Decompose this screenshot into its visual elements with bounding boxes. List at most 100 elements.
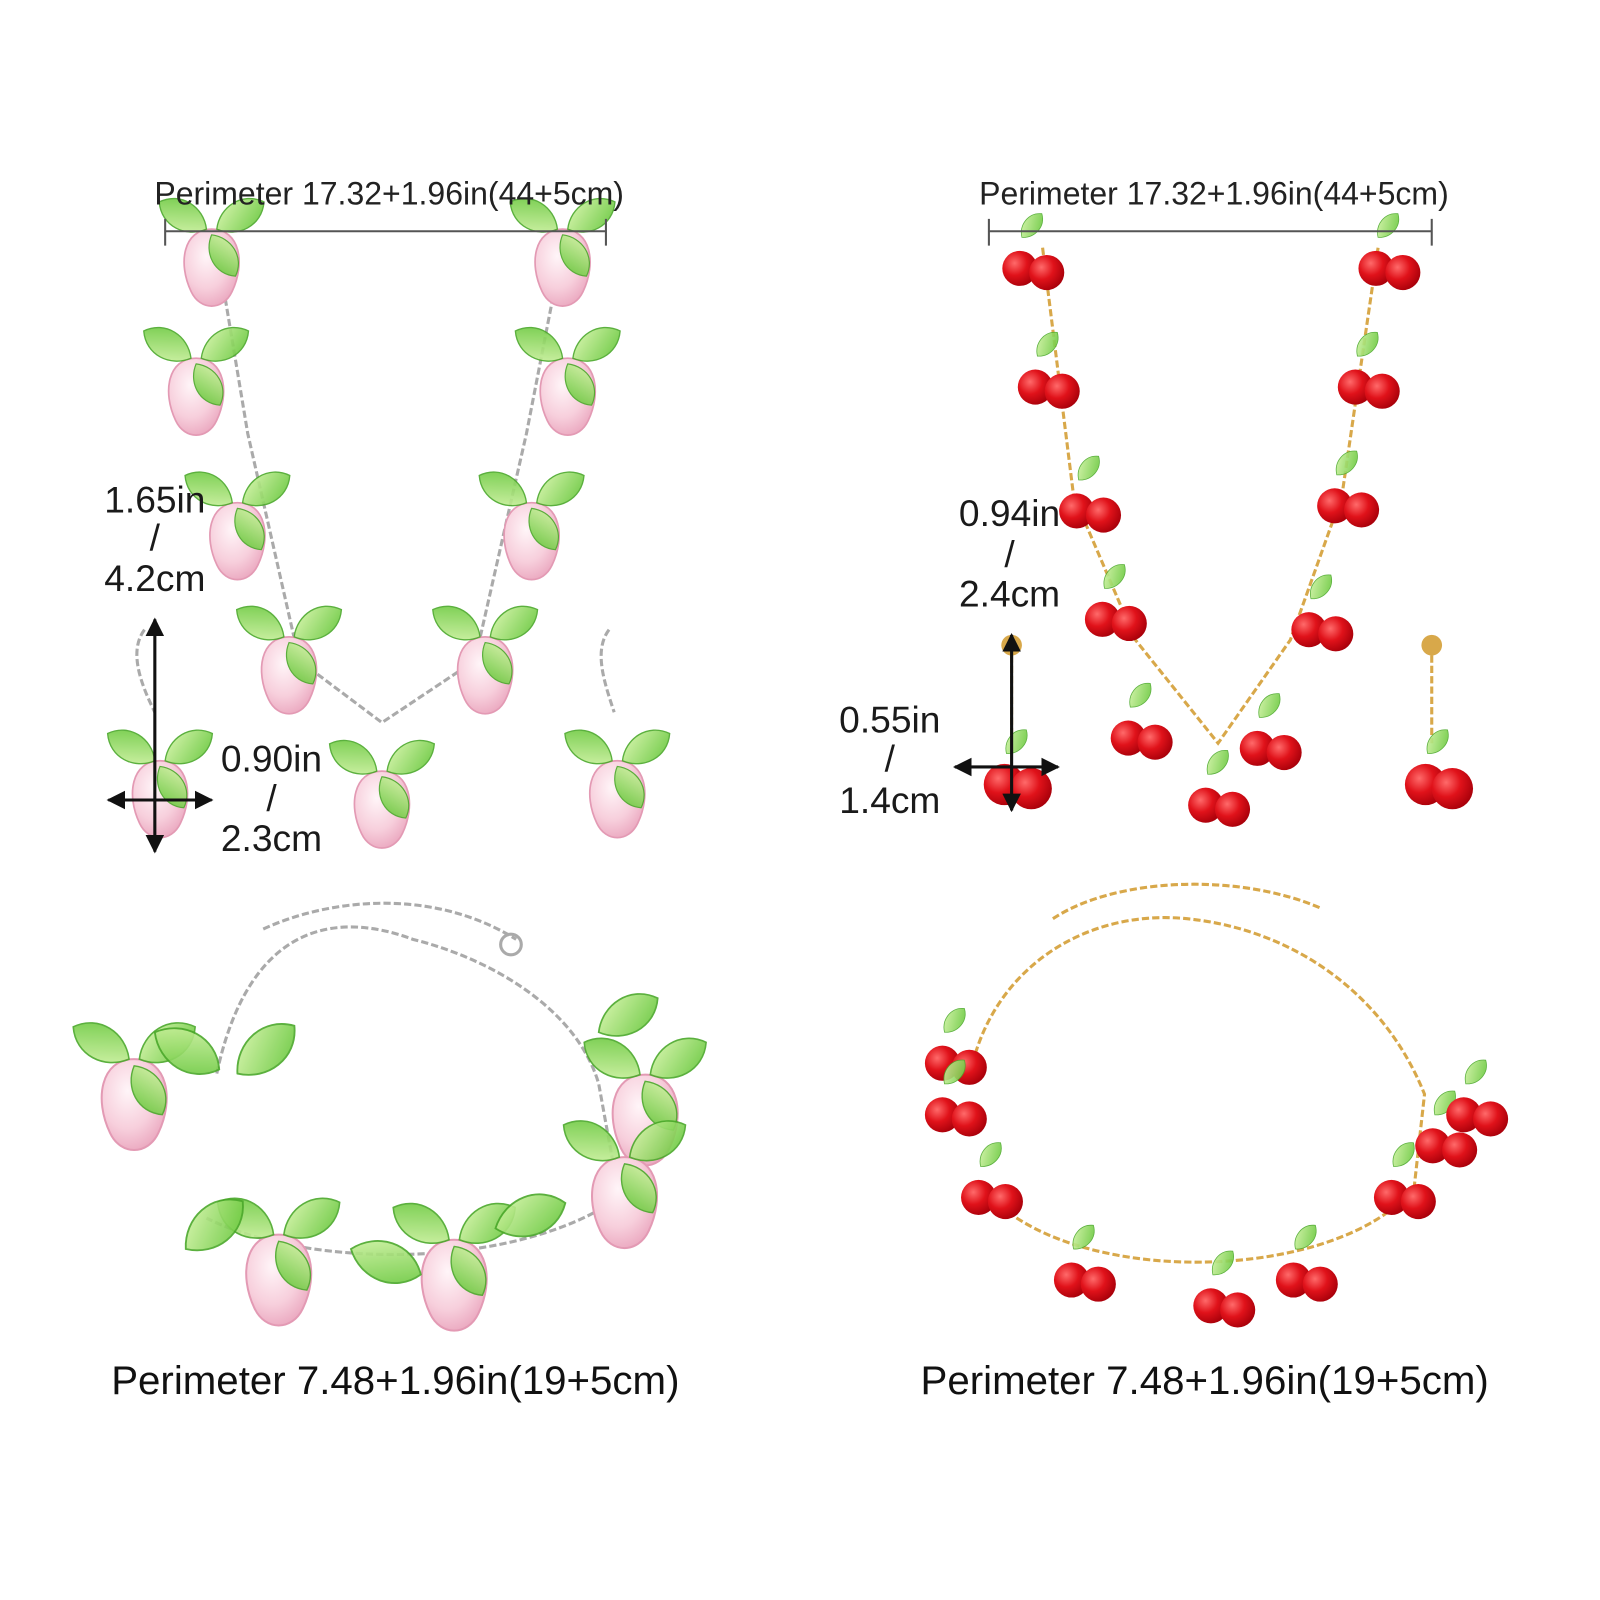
leaf: [72, 1022, 130, 1064]
leaf: [1072, 1224, 1095, 1250]
size-label: 4.2cm: [104, 557, 205, 599]
cherry: [1446, 1097, 1482, 1133]
cherry: [1344, 492, 1380, 528]
leaf: [1021, 213, 1043, 238]
cherry: [1002, 250, 1038, 286]
leaf: [979, 1142, 1002, 1167]
leaf: [536, 471, 585, 507]
leaf: [564, 729, 613, 765]
cherry: [1053, 1262, 1090, 1298]
cherry: [1400, 1184, 1436, 1220]
cherry: [1193, 1288, 1229, 1324]
leaf: [583, 1037, 641, 1079]
leaf: [164, 729, 214, 765]
leaf: [1464, 1059, 1487, 1085]
leaf: [378, 776, 410, 819]
cherry: [1431, 768, 1474, 810]
leaf: [1211, 1250, 1234, 1276]
leaf: [528, 507, 560, 551]
cherry: [1010, 768, 1052, 810]
leaf: [572, 326, 621, 362]
leaf: [481, 641, 513, 685]
cherry: [1266, 734, 1302, 771]
leaf: [1129, 682, 1152, 708]
cherry: [1214, 791, 1251, 827]
chain: [135, 628, 157, 713]
leaf: [478, 471, 528, 507]
leaf: [274, 1240, 312, 1291]
cherry: [1291, 612, 1327, 648]
cherry: [1364, 373, 1400, 409]
leaf: [489, 605, 539, 641]
cherry: [1442, 1132, 1478, 1168]
cherry: [1110, 720, 1146, 756]
cherry: [1337, 369, 1373, 405]
cherry: [1317, 488, 1353, 524]
leaf: [494, 1193, 567, 1238]
leaf: [1077, 455, 1100, 481]
leaf: [192, 363, 224, 406]
size-label: 2.4cm: [959, 572, 1060, 614]
cherry: [1111, 605, 1147, 642]
cherry: [1358, 250, 1394, 286]
leaf: [614, 765, 645, 809]
cherry: [1085, 497, 1122, 533]
cherry: [1084, 601, 1120, 637]
leaf: [450, 1245, 487, 1297]
leaf: [293, 605, 343, 641]
cherry: [987, 1184, 1023, 1220]
leaf: [943, 1059, 966, 1085]
cherry: [1137, 724, 1173, 760]
cherry: [1373, 1179, 1410, 1215]
chain: [1052, 882, 1322, 920]
leaf: [153, 1027, 221, 1075]
chain: [215, 247, 565, 725]
leaf: [143, 326, 192, 362]
leaf: [1335, 450, 1358, 476]
cherry: [961, 1179, 997, 1215]
jewelry-art: [72, 197, 1509, 1332]
cherry: [1318, 616, 1354, 652]
leaf: [514, 326, 564, 362]
leaf: [234, 507, 265, 551]
leaf: [597, 993, 659, 1037]
size-label: /: [1004, 533, 1015, 575]
cherry: [1239, 730, 1275, 766]
leaf: [235, 605, 285, 641]
size-label: /: [266, 777, 277, 819]
leaf: [1005, 729, 1028, 754]
chain: [968, 916, 1427, 1264]
measure-line: [164, 218, 607, 246]
cherry: [1029, 254, 1065, 291]
cherry: [1220, 1292, 1256, 1328]
leaf: [200, 326, 250, 362]
chain: [599, 628, 616, 713]
leaf: [236, 1023, 296, 1076]
size-label: 0.94in: [959, 492, 1060, 534]
chain-ring: [499, 932, 523, 957]
earring-post: [1421, 634, 1443, 656]
leaf: [620, 1163, 657, 1214]
measure-line: [987, 218, 1433, 246]
size-label: 1.4cm: [839, 779, 940, 821]
size-label: /: [885, 738, 896, 780]
chain: [262, 901, 517, 941]
leaf: [1258, 693, 1281, 718]
leaf: [1310, 574, 1333, 600]
cherry: [1385, 254, 1421, 291]
leaf: [1426, 729, 1449, 754]
cherry: [924, 1097, 960, 1133]
leaf: [184, 471, 233, 507]
chain: [205, 925, 622, 1257]
leaf: [1206, 750, 1229, 775]
size-label: /: [150, 517, 161, 559]
leaf: [1392, 1142, 1415, 1167]
necklace-perimeter: Perimeter 17.32+1.96in(44+5cm): [979, 176, 1449, 212]
leaf: [184, 1198, 244, 1252]
leaf: [241, 471, 291, 507]
leaf: [130, 1065, 167, 1116]
leaf: [562, 1120, 621, 1162]
leaf: [1377, 213, 1400, 238]
size-label: 1.65in: [104, 479, 205, 521]
leaf: [559, 234, 590, 277]
